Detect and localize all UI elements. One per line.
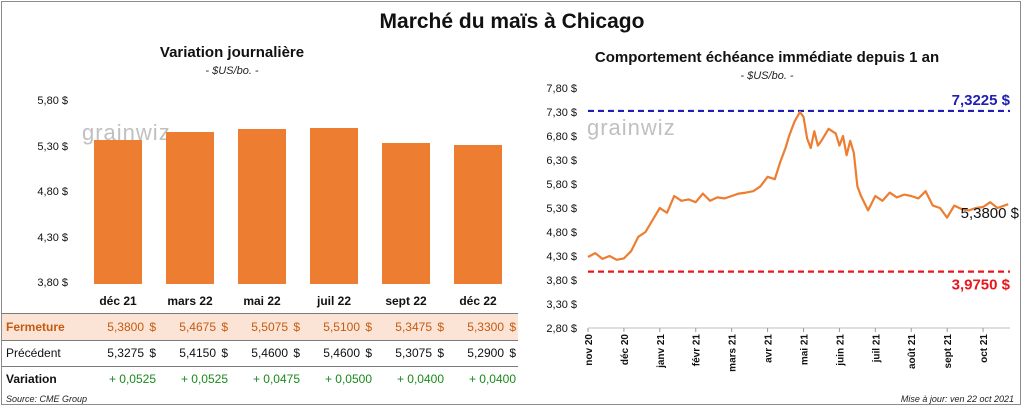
table-cell-currency: $ <box>365 320 372 334</box>
table-cell-value: 5,4150 <box>179 346 216 360</box>
bar <box>94 140 142 284</box>
right-watermark: grainwiz <box>587 115 676 140</box>
table-cell-value: 5,3300 <box>467 320 504 334</box>
close-row: Fermeture 5,3800 $5,4675 $5,5075 $5,5100 $5,… <box>2 313 518 341</box>
table-cell-currency: $ <box>149 320 156 334</box>
bar-category-label: déc 22 <box>459 294 497 308</box>
bar-category-label: juil 22 <box>316 294 351 308</box>
table-cell-value: 5,4600 <box>251 346 288 360</box>
high-reference-label: 7,3225 $ <box>952 92 1011 109</box>
low-reference-label: 3,9750 $ <box>952 277 1011 294</box>
bar-category-label: mars 22 <box>167 294 213 308</box>
bar <box>238 128 286 284</box>
line-xtick-label: août 21 <box>907 334 918 369</box>
line-ytick-label: 7,80 $ <box>546 83 577 95</box>
table-cell-value: 5,5100 <box>323 320 360 334</box>
close-row-label: Fermeture <box>6 320 65 334</box>
table-cell-value: 5,3275 <box>107 346 144 360</box>
line-ytick-label: 7,30 $ <box>546 107 577 119</box>
bar-ytick-label: 4,80 $ <box>37 186 68 198</box>
line-ytick-label: 4,30 $ <box>546 251 577 263</box>
line-ytick-label: 5,80 $ <box>546 179 577 191</box>
left-chart-title: Variation journalière <box>159 44 305 61</box>
line-ytick-label: 6,80 $ <box>546 131 577 143</box>
table-cell-value: 5,5075 <box>251 320 288 334</box>
table-cell-value: 5,2900 <box>467 346 504 360</box>
bar <box>166 132 214 284</box>
change-row-label: Variation <box>6 372 57 386</box>
table-cell-value: + 0,0500 <box>324 372 372 386</box>
prev-row: Précédent 5,3275 $5,4150 $5,4600 $5,4600 $5,… <box>2 340 518 367</box>
table-cell-currency: $ <box>293 346 300 360</box>
bar-ytick-label: 4,30 $ <box>37 231 68 244</box>
table-cell-currency: $ <box>509 346 516 360</box>
bar <box>454 144 502 284</box>
table-cell-currency: $ <box>365 346 372 360</box>
table-cell-value: + 0,0475 <box>252 372 300 386</box>
line-xtick-label: mars 21 <box>728 334 739 372</box>
line-ytick-label: 6,30 $ <box>546 155 577 167</box>
table-cell-value: + 0,0525 <box>180 372 228 386</box>
bar-chart: 5,80 $ 5,30 $ 4,80 $ 4,30 $ 3,80 $ déc 21 mars… <box>2 2 518 308</box>
table-cell-value: 5,3800 <box>107 320 144 334</box>
source-note: Source: CME Group <box>6 394 88 404</box>
line-xtick-label: déc 20 <box>620 334 631 366</box>
line-ytick-label: 4,80 $ <box>546 227 577 239</box>
right-chart-unit: - $US/bo. - <box>740 70 794 82</box>
table-cell-currency: $ <box>437 320 444 334</box>
line-xtick-label: sept 21 <box>943 334 954 369</box>
prev-row-label: Précédent <box>6 346 61 360</box>
table-cell-value: 5,3475 <box>395 320 432 334</box>
line-xtick-label: févr 21 <box>692 334 703 367</box>
line-xtick-label: janv 21 <box>656 334 667 369</box>
table-cell-value: + 0,0400 <box>396 372 444 386</box>
bar-category-label: sept 22 <box>385 294 427 308</box>
table-cell-currency: $ <box>509 320 516 334</box>
line-ytick-label: 3,30 $ <box>546 299 577 311</box>
bar <box>382 143 430 284</box>
line-xtick-label: avr 21 <box>764 334 775 363</box>
line-ytick-label: 5,30 $ <box>546 203 577 215</box>
table-cell-value: + 0,0525 <box>108 372 156 386</box>
left-chart-unit: - $US/bo. - <box>205 65 259 77</box>
updated-note: Mise à jour: ven 22 oct 2021 <box>900 394 1014 404</box>
table-cell-currency: $ <box>437 346 444 360</box>
bar-category-label: mai 22 <box>243 294 281 308</box>
table-cell-value: + 0,0400 <box>468 372 516 386</box>
bar-category-label: déc 21 <box>99 294 137 308</box>
line-ytick-label: 2,80 $ <box>546 323 577 335</box>
main-title: Marché du maïs à Chicago <box>379 10 645 33</box>
line-xtick-label: juin 21 <box>835 334 846 367</box>
table-cell-currency: $ <box>221 346 228 360</box>
table-cell-currency: $ <box>221 320 228 334</box>
last-price-label: 5,3800 $ <box>961 205 1020 222</box>
bar <box>310 128 358 284</box>
table-cell-currency: $ <box>293 320 300 334</box>
price-line <box>587 110 1009 261</box>
table-cell-value: 5,4675 <box>179 320 216 334</box>
change-row: Variation + 0,0525 + 0,0525 + 0,0475 + 0,05… <box>2 366 518 392</box>
bar-ytick-label: 3,80 $ <box>37 277 68 289</box>
bar-ytick-label: 5,30 $ <box>37 140 68 153</box>
right-chart-title: Comportement échéance immédiate depuis 1… <box>594 49 940 66</box>
table-cell-value: 5,3075 <box>395 346 432 360</box>
bar-ytick-label: 5,80 $ <box>37 95 68 107</box>
line-xtick-label: nov 20 <box>584 334 595 366</box>
table-cell-currency: $ <box>149 346 156 360</box>
line-xtick-label: oct 21 <box>979 334 990 363</box>
line-ytick-label: 3,80 $ <box>546 275 577 287</box>
line-xtick-label: juil 21 <box>871 334 882 364</box>
line-xtick-label: mai 21 <box>799 334 810 366</box>
table-cell-value: 5,4600 <box>323 346 360 360</box>
